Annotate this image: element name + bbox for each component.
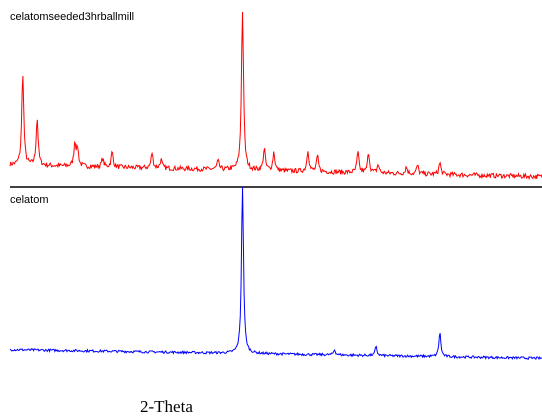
series-label-celatomseeded3hrballmill: celatomseeded3hrballmill [10, 11, 134, 23]
series-label-celatom: celatom [10, 194, 49, 206]
series-line-celatom [9, 186, 542, 361]
series-line-celatomseeded3hrballmill [9, 11, 542, 181]
x-axis-label: 2-Theta [140, 397, 193, 416]
